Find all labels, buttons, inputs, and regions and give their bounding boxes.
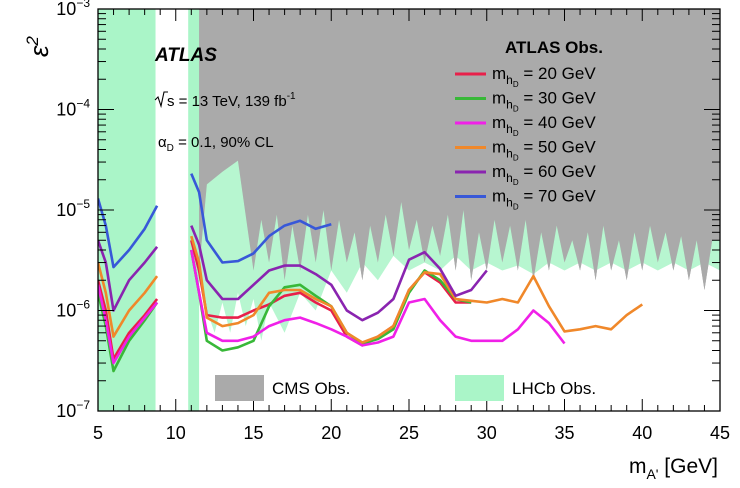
x-tick-label: 45	[710, 423, 730, 443]
legend-label-1: mhD = 20 GeV	[492, 64, 596, 89]
series-line-1-segment-1	[98, 279, 159, 361]
x-tick-label: 5	[93, 423, 103, 443]
series-line-4-segment-2	[190, 235, 644, 344]
lhcb-excluded-band-2	[188, 9, 200, 411]
x-tick-label: 15	[243, 423, 263, 443]
series-line-6-segment-1	[98, 198, 159, 269]
x-tick-label: 25	[399, 423, 419, 443]
cms-excluded-region-overlay	[199, 9, 720, 290]
exclusion-regions	[98, 9, 720, 411]
series-line-5-segment-1	[98, 239, 159, 312]
legend-label-6: mhD = 70 GeV	[492, 187, 596, 212]
y-tick-label: 10−6	[56, 298, 90, 321]
series-line-3-segment-2	[190, 249, 566, 347]
svg-text:s = 13 TeV, 139 fb-1: s = 13 TeV, 139 fb-1	[167, 91, 296, 110]
energy-annotation: s = 13 TeV, 139 fb-1	[154, 91, 296, 110]
x-tick-label: 35	[554, 423, 574, 443]
y-tick-label: 10−3	[56, 0, 90, 19]
legend-label-2: mhD = 30 GeV	[492, 89, 596, 114]
legend-bottom-label-2: LHCb Obs.	[512, 379, 596, 398]
sqrt-symbol	[154, 91, 168, 109]
legend-bottom-label-1: CMS Obs.	[272, 379, 350, 398]
x-tick-label: 20	[321, 423, 341, 443]
y-tick-label: 10−5	[56, 197, 90, 220]
alpha-annotation: αD = 0.1, 90% CL	[158, 134, 274, 154]
atlas-label: ATLAS	[154, 45, 217, 66]
series-line-3-segment-1	[98, 284, 159, 365]
series-line-5-segment-2	[190, 225, 488, 322]
legend-bottom: CMS Obs. LHCb Obs.	[215, 375, 596, 401]
axis-ticks: 5 10 15 20 25 30 35 40 45 10−7 10−6 10−5 10−4 10−3	[56, 0, 730, 443]
legend-label-3: mhD = 40 GeV	[492, 113, 596, 138]
y-tick-label: 10−4	[56, 97, 90, 120]
y-axis-label: ε2	[23, 36, 54, 57]
legend-bottom-swatch-1	[215, 375, 264, 401]
y-tick-label: 10−7	[56, 398, 90, 421]
series-line-6-segment-2	[190, 173, 332, 264]
y-axis-label-exponent: 2	[23, 36, 42, 47]
legend-label-5: mhD = 60 GeV	[492, 162, 596, 187]
legend-bottom-swatch-2	[455, 375, 504, 401]
x-axis-label: mA' [GeV]	[629, 455, 718, 482]
legend-label-4: mhD = 50 GeV	[492, 138, 596, 163]
x-tick-label: 40	[632, 423, 652, 443]
legend-title: ATLAS Obs.	[505, 38, 603, 57]
series-line-4-segment-1	[98, 262, 159, 338]
x-tick-label: 10	[166, 423, 186, 443]
x-tick-label: 30	[477, 423, 497, 443]
